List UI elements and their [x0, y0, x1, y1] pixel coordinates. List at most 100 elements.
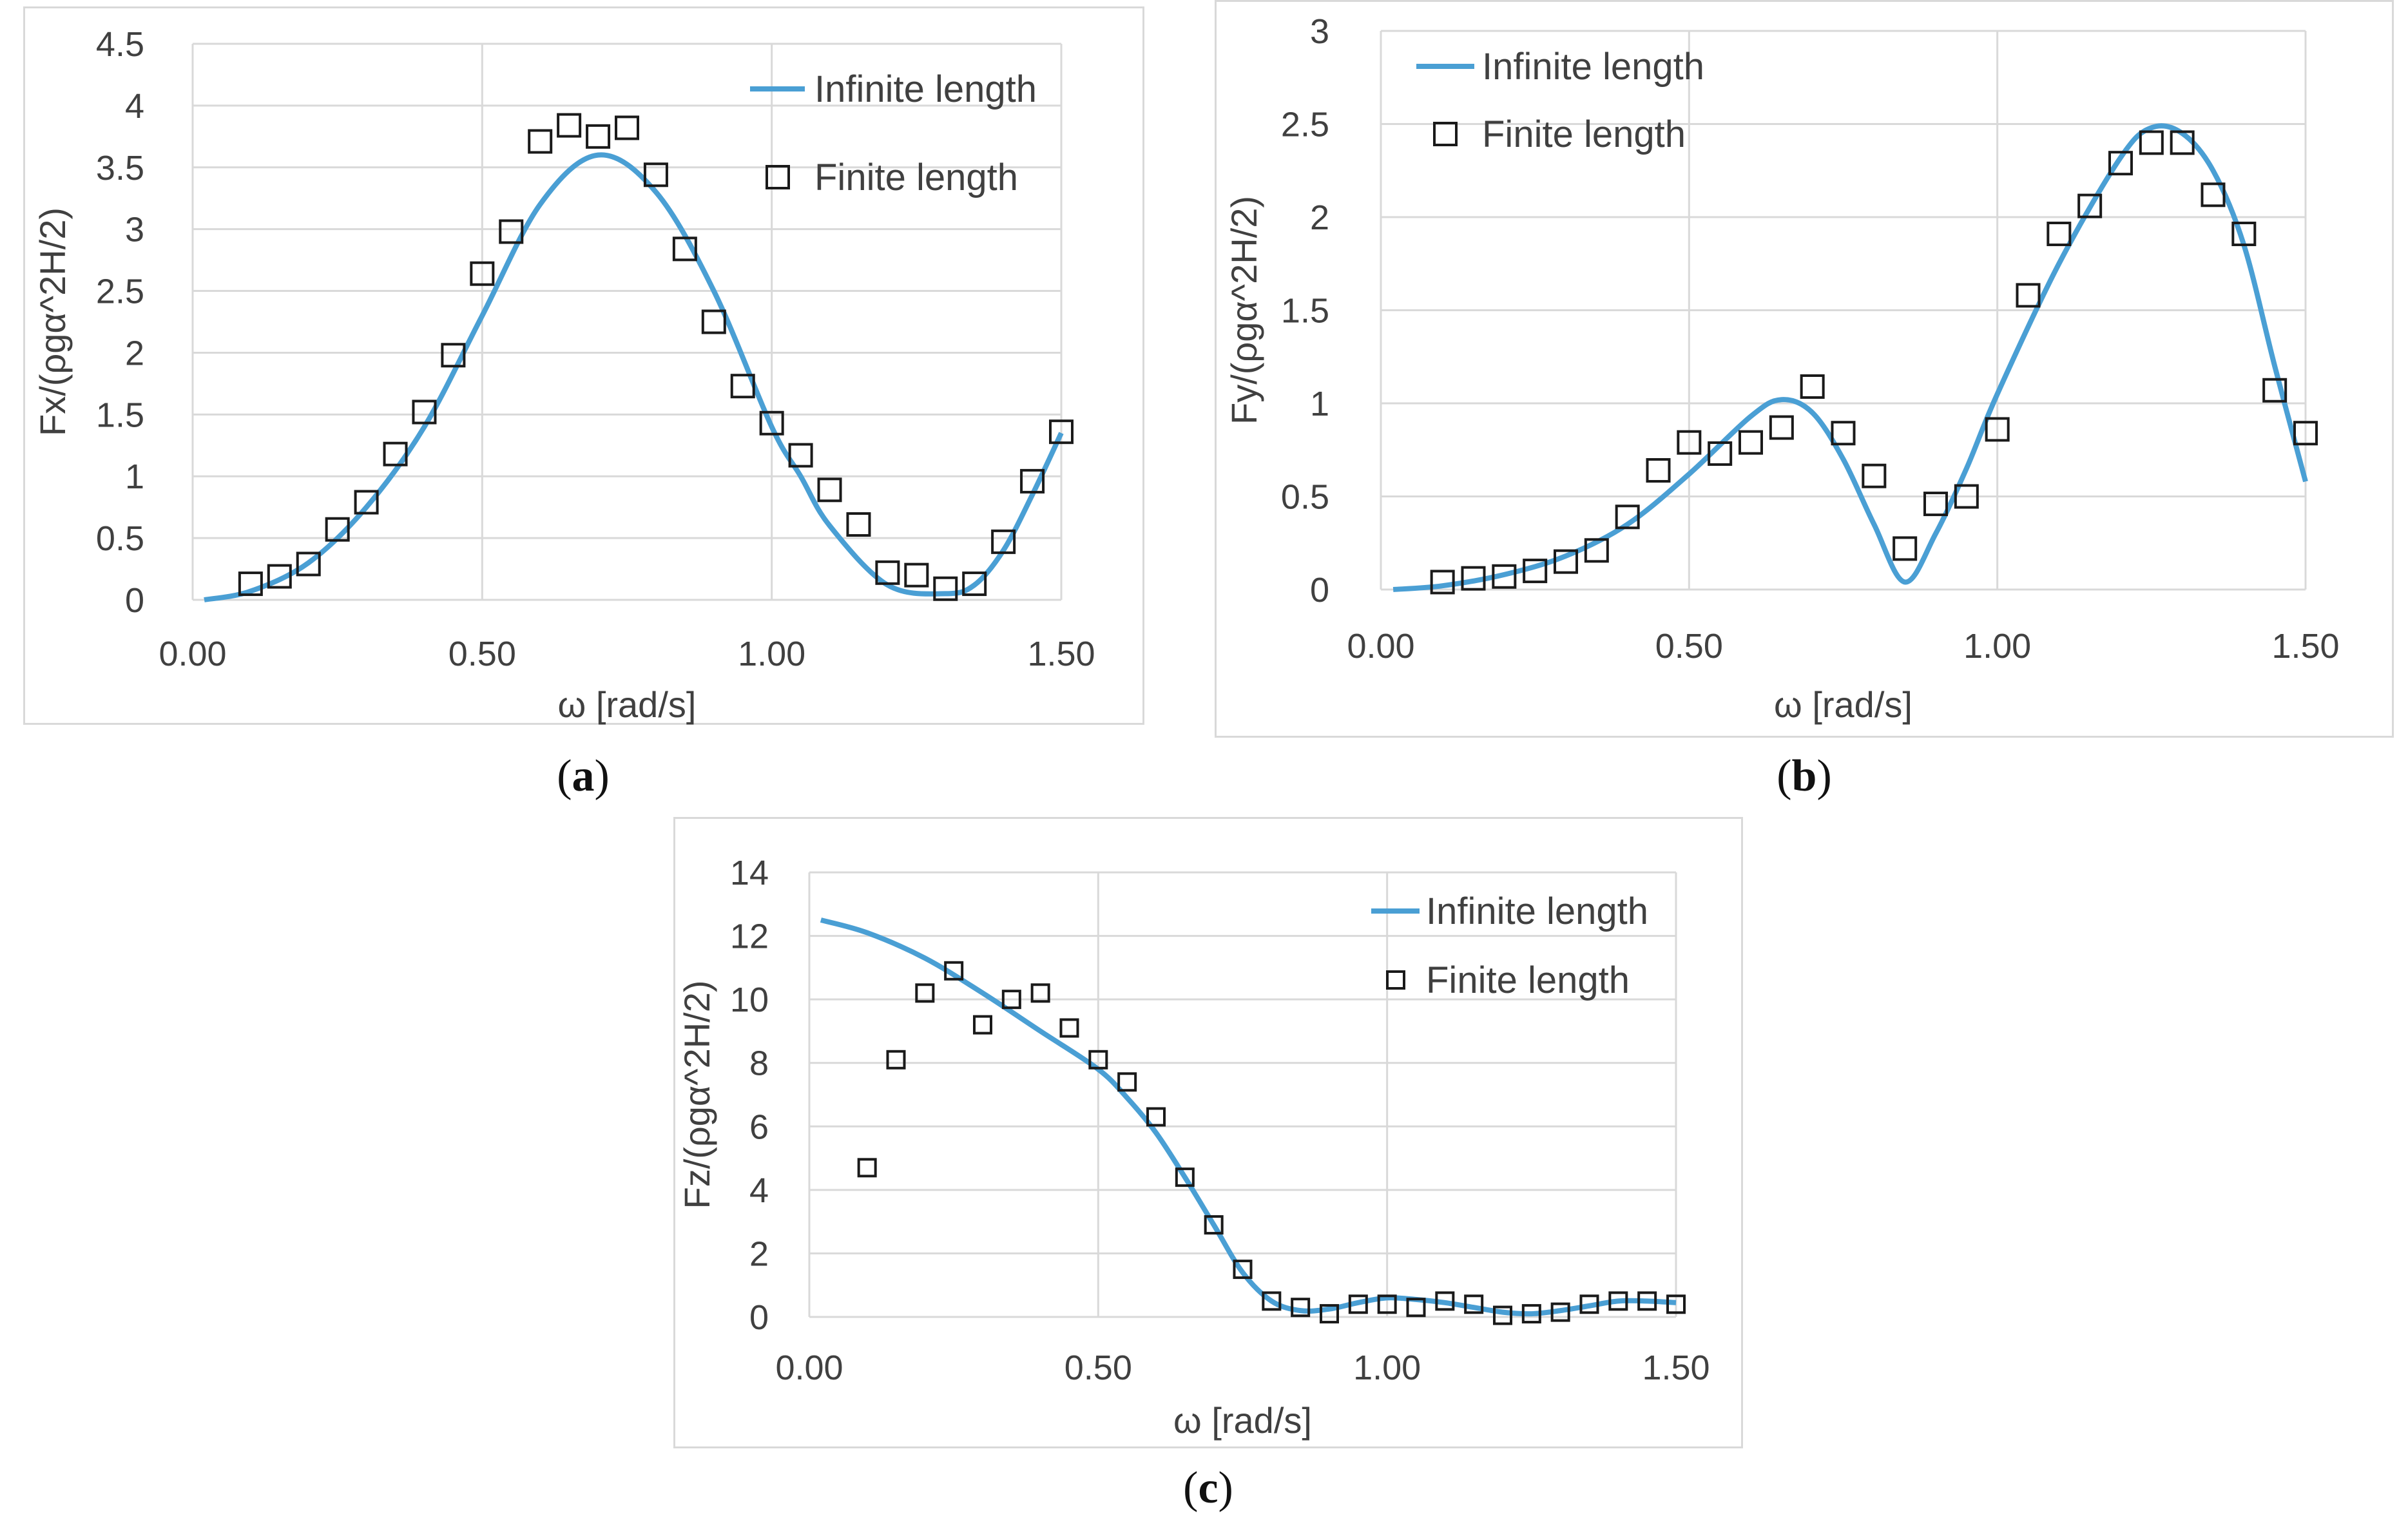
chart-b-point-finite — [1800, 374, 1825, 399]
chart-a-ytick-label: 4 — [125, 87, 144, 126]
chart-b-point-finite — [2016, 283, 2041, 308]
chart-c-point-finite — [1550, 1302, 1570, 1322]
chart-c-point-finite — [1001, 990, 1021, 1010]
chart-a-point-finite — [643, 162, 668, 187]
chart-a-xtick-label: 0.00 — [159, 635, 226, 673]
chart-b-point-finite — [2262, 378, 2288, 403]
chart-b-ytick-label: 1.5 — [1281, 292, 1329, 331]
chart-c-x-axis-label: ω [rad/s] — [1173, 1400, 1312, 1441]
chart-c-ytick-label: 14 — [730, 854, 769, 892]
chart-c-point-finite — [1348, 1294, 1368, 1314]
chart-b-point-finite — [1923, 492, 1948, 517]
chart-a-point-finite — [672, 236, 697, 262]
chart-c-legend-square-swatch — [1386, 970, 1405, 990]
chart-b-ytick-label: 0.5 — [1281, 478, 1329, 517]
chart-c-point-finite — [1666, 1294, 1686, 1314]
chart-c-point-finite — [1175, 1167, 1195, 1187]
chart-b-xtick-label: 0.50 — [1655, 627, 1723, 666]
chart-b-x-axis-label: ω [rad/s] — [1774, 684, 1912, 725]
chart-c-xtick-label: 0.00 — [775, 1349, 843, 1387]
chart-a-point-finite — [354, 490, 379, 515]
chart-c-svg: 0 2 4 6 8 10 12 14 0.00 0.50 1.00 1.50 ω [rad/s] Fz/(… — [677, 854, 1710, 1441]
chart-b-point-finite — [1523, 559, 1548, 584]
chart-a-point-finite — [817, 477, 842, 503]
chart-c-ytick-label: 2 — [749, 1234, 769, 1273]
chart-a-point-finite — [759, 410, 784, 436]
chart-a-point-finite — [788, 443, 813, 468]
chart-c-ytick-label: 6 — [749, 1108, 769, 1146]
chart-b-point-finite — [2108, 151, 2133, 176]
chart-b-point-finite — [1554, 549, 1578, 574]
chart-c-point-finite — [1464, 1294, 1484, 1314]
chart-a-point-finite — [904, 562, 929, 588]
chart-b-point-finite — [1739, 430, 1763, 455]
chart-a-ytick-label: 3.5 — [96, 149, 144, 187]
chart-c-point-finite — [1435, 1291, 1455, 1311]
chart-b-point-finite — [1646, 458, 1671, 483]
chart-b-point-finite — [1615, 504, 1640, 530]
chart-b-legend-label-infinite: Infinite length — [1482, 46, 1704, 88]
chart-c-legend-label-finite: Finite length — [1426, 959, 1630, 1001]
chart-a-point-finite — [586, 124, 611, 149]
chart-b-point-finite — [1954, 484, 1979, 509]
chart-c-point-finite — [973, 1015, 992, 1035]
chart-panel-c: 0 2 4 6 8 10 12 14 0.00 0.50 1.00 1.50 ω [rad/s] Fz/(… — [673, 817, 1743, 1448]
chart-b-point-finite — [1862, 463, 1887, 488]
chart-c-ytick-label: 8 — [749, 1044, 769, 1083]
chart-a-y-axis-label: Fx/(ρgα^2H/2) — [32, 207, 73, 436]
chart-c-legend-label-infinite: Infinite length — [1426, 890, 1648, 932]
chart-b-point-finite — [2170, 130, 2195, 155]
chart-a-point-finite — [846, 512, 871, 537]
chart-b-point-finite — [1584, 538, 1609, 563]
chart-b-xtick-label: 1.00 — [1963, 627, 2031, 666]
chart-b-ytick-label: 2 — [1310, 198, 1329, 237]
chart-b-point-finite — [1430, 570, 1455, 595]
chart-a-ytick-label: 2.5 — [96, 273, 144, 311]
chart-b-point-finite — [2293, 421, 2318, 446]
chart-panel-b: 0 0.5 1 1.5 2 2.5 3 0.00 0.50 1.00 1.50 ω [rad/s] Fy… — [1215, 0, 2394, 738]
chart-b-ytick-label: 2.5 — [1281, 106, 1329, 144]
chart-a-xtick-label: 1.00 — [738, 635, 805, 673]
chart-a-point-finite — [1020, 468, 1045, 494]
chart-a-point-finite — [701, 309, 726, 334]
chart-b-point-finite — [1461, 566, 1486, 591]
chart-b-series-line-infinite — [1392, 123, 2308, 592]
chart-c-point-finite — [1146, 1107, 1166, 1127]
chart-c-point-finite — [1262, 1291, 1282, 1311]
chart-b-point-finite — [2201, 182, 2226, 207]
chart-b-xtick-label: 1.50 — [2271, 627, 2339, 666]
chart-a-point-finite — [557, 113, 582, 138]
chart-c-point-finite — [1030, 983, 1050, 1003]
chart-a-point-finite — [933, 576, 958, 601]
chart-a-point-finite — [383, 441, 408, 466]
chart-c-point-finite — [1406, 1298, 1426, 1318]
chart-c-point-finite — [1059, 1018, 1079, 1038]
chart-a-ytick-label: 3 — [125, 211, 144, 249]
chart-c-point-finite — [886, 1050, 906, 1070]
chart-a-point-finite — [325, 517, 350, 542]
chart-a-xtick-label: 0.50 — [448, 635, 516, 673]
chart-c-series-line-infinite — [820, 917, 1677, 1317]
chart-a-legend-label-finite: Finite length — [814, 157, 1018, 198]
chart-c-point-finite — [1579, 1294, 1599, 1314]
chart-c-ytick-label: 10 — [730, 981, 769, 1019]
chart-a-point-finite — [991, 529, 1016, 554]
chart-c-point-finite — [1291, 1298, 1311, 1318]
chart-a-point-finite — [470, 261, 495, 286]
chart-b-point-finite — [1893, 536, 1918, 561]
chart-b-ytick-label: 0 — [1310, 571, 1329, 610]
chart-a-legend-square-swatch — [766, 165, 790, 189]
chart-a-point-finite — [1049, 419, 1074, 445]
chart-a-point-finite — [441, 343, 466, 368]
chart-a-point-finite — [267, 564, 292, 589]
chart-b-point-finite — [2139, 130, 2164, 155]
chart-a-ytick-label: 0.5 — [96, 519, 144, 558]
chart-a-point-finite — [238, 571, 263, 597]
chart-b-point-finite — [1492, 564, 1517, 589]
chart-panel-a: 0 0.5 1 1.5 2 2.5 3 3.5 4 4.5 0.00 0.50 1.00 1.50 ω [r… — [23, 6, 1144, 725]
chart-c-point-finite — [915, 983, 935, 1003]
chart-a-ytick-label: 4.5 — [96, 25, 144, 64]
chart-c-point-finite — [944, 961, 964, 981]
caption-a: (a) — [557, 751, 610, 801]
chart-c-xtick-label: 1.50 — [1642, 1349, 1710, 1387]
